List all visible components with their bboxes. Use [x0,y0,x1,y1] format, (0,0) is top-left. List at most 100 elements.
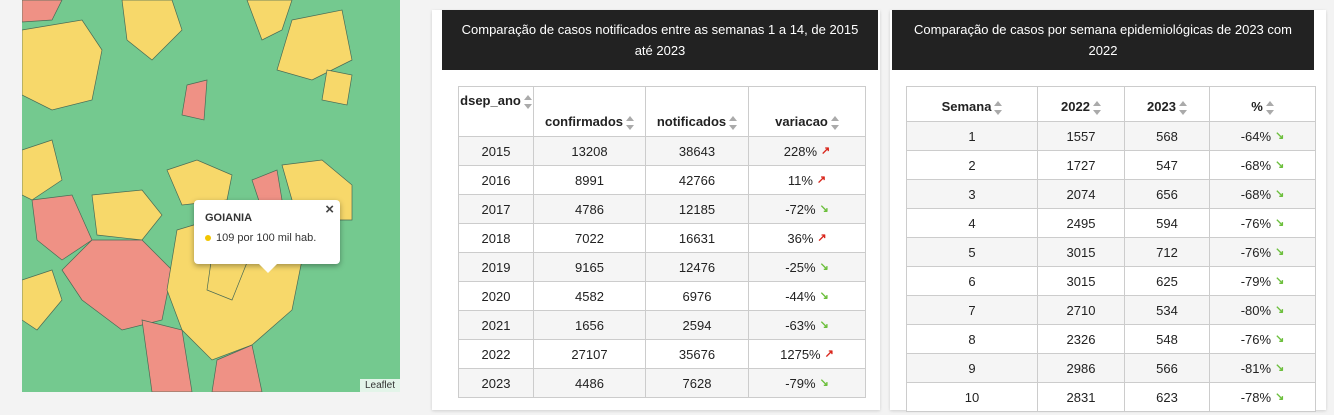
cell-text: -68% [1240,157,1272,173]
table-row: 2016 8991 42766 11% ↗ [458,165,866,195]
table-cell: 1727 [1037,150,1125,180]
table-1: dsep_ano confirmados notificados variacao 20… [458,86,866,398]
table-cell: 548 [1124,324,1210,354]
table-row: 2017 4786 12185 -72% ↘ [458,194,866,224]
table-cell: 12185 [645,194,749,224]
table-row: 4 2495 594 -76% ↘ [906,208,1316,238]
table-cell: -79% ↘ [748,368,866,398]
table-row: 2 1727 547 -68% ↘ [906,150,1316,180]
table-cell: -80% ↘ [1209,295,1316,325]
cell-text: 2016 [481,172,511,188]
table-cell: 534 [1124,295,1210,325]
table-cell: -64% ↘ [1209,121,1316,151]
table-cell: -68% ↘ [1209,150,1316,180]
cell-text: 4486 [575,375,604,391]
trend-arrow: ↘ [1275,390,1285,403]
table-cell: 8 [906,324,1038,354]
trend-arrow: ↗ [821,144,831,157]
cell-text: 5 [968,244,976,260]
table-cell: 1 [906,121,1038,151]
column-header[interactable]: % [1209,86,1316,122]
sort-icon[interactable] [1178,101,1187,115]
column-header[interactable]: 2022 [1037,86,1125,122]
cell-text: 13208 [571,143,608,159]
table-cell: -44% ↘ [748,281,866,311]
cell-text: 2015 [481,143,511,159]
popup-title: GOIANIA [205,212,253,224]
trend-arrow: ↘ [1275,158,1285,171]
column-header[interactable]: dsep_ano [458,86,534,137]
table-cell: 623 [1124,382,1210,412]
sort-icon[interactable] [1265,101,1274,115]
column-header[interactable]: notificados [645,86,749,137]
sort-icon[interactable] [523,94,532,109]
cell-text: 2021 [481,317,511,333]
sort-icon[interactable] [729,116,738,130]
map[interactable]: GOIANIA 109 por 100 mil hab. × Leaflet [22,0,400,392]
sort-icon[interactable] [830,116,839,130]
table-cell: 11% ↗ [748,165,866,195]
table-cell: -81% ↘ [1209,353,1316,383]
column-header[interactable]: Semana [906,86,1038,122]
table-cell: 12476 [645,252,749,282]
header-row: Semana 2022 2023% [906,86,1316,122]
header-label: notificados [656,114,727,130]
table-cell: 712 [1124,237,1210,267]
cell-text: 4582 [575,288,604,304]
cell-text: 16631 [678,230,716,246]
cell-text: 548 [1156,331,1178,347]
popup-tip [258,263,278,273]
sort-icon[interactable] [1092,101,1101,115]
cell-text: 1656 [575,317,604,333]
table-cell: 625 [1124,266,1210,296]
table-cell: 568 [1124,121,1210,151]
table-cell: 5 [906,237,1038,267]
cell-text: -72% [785,201,816,217]
attribution[interactable]: Leaflet [359,379,400,392]
table-cell: -76% ↘ [1209,237,1316,267]
table-cell: 2018 [458,223,534,253]
table-row: 2018 7022 16631 36% ↗ [458,223,866,253]
cell-text: -78% [1240,389,1272,405]
table-cell: -63% ↘ [748,310,866,340]
table-cell: 7 [906,295,1038,325]
table-cell: -25% ↘ [748,252,866,282]
trend-arrow: ↘ [819,202,829,215]
cell-text: -64% [1240,128,1272,144]
sort-icon[interactable] [626,116,634,130]
column-header[interactable]: variacao [748,86,866,137]
header-label: dsep_ano [460,93,521,108]
cell-text: 1557 [1066,128,1096,144]
table-cell: 16631 [645,223,749,253]
sort-icon[interactable] [994,101,1003,115]
cell-text: -76% [1240,331,1272,347]
cell-text: 4 [968,215,976,231]
cell-text: 7628 [682,375,712,391]
trend-arrow: ↘ [819,376,829,389]
table-row: 2019 9165 12476 -25% ↘ [458,252,866,282]
table-row: 6 3015 625 -79% ↘ [906,266,1316,296]
table-cell: 2022 [458,339,534,369]
trend-arrow: ↘ [1275,187,1285,200]
cell-text: 12185 [678,201,716,217]
cell-text: 2986 [1066,360,1096,376]
cell-text: -76% [1240,244,1272,260]
cell-text: 1727 [1066,157,1096,173]
table-cell: -79% ↘ [1209,266,1316,296]
table-row: 3 2074 656 -68% ↘ [906,179,1316,209]
cell-text: 9 [968,360,976,376]
cell-text: 2019 [481,259,511,275]
cell-text: 36% [787,230,814,246]
table-body: 2015 13208 38643 228% ↗ 2016 8991 42766 11% ↗ 2017… [458,136,866,398]
cell-text: 4786 [575,201,604,217]
column-header[interactable]: 2023 [1124,86,1210,122]
table-cell: 8991 [533,165,646,195]
cell-text: 228% [783,143,818,159]
table-row: 1 1557 568 -64% ↘ [906,121,1316,151]
cell-text: -25% [785,259,816,275]
cell-text: -81% [1240,360,1272,376]
close-button[interactable]: × [325,201,334,218]
table-cell: 4582 [533,281,646,311]
column-header[interactable]: confirmados [533,86,646,137]
